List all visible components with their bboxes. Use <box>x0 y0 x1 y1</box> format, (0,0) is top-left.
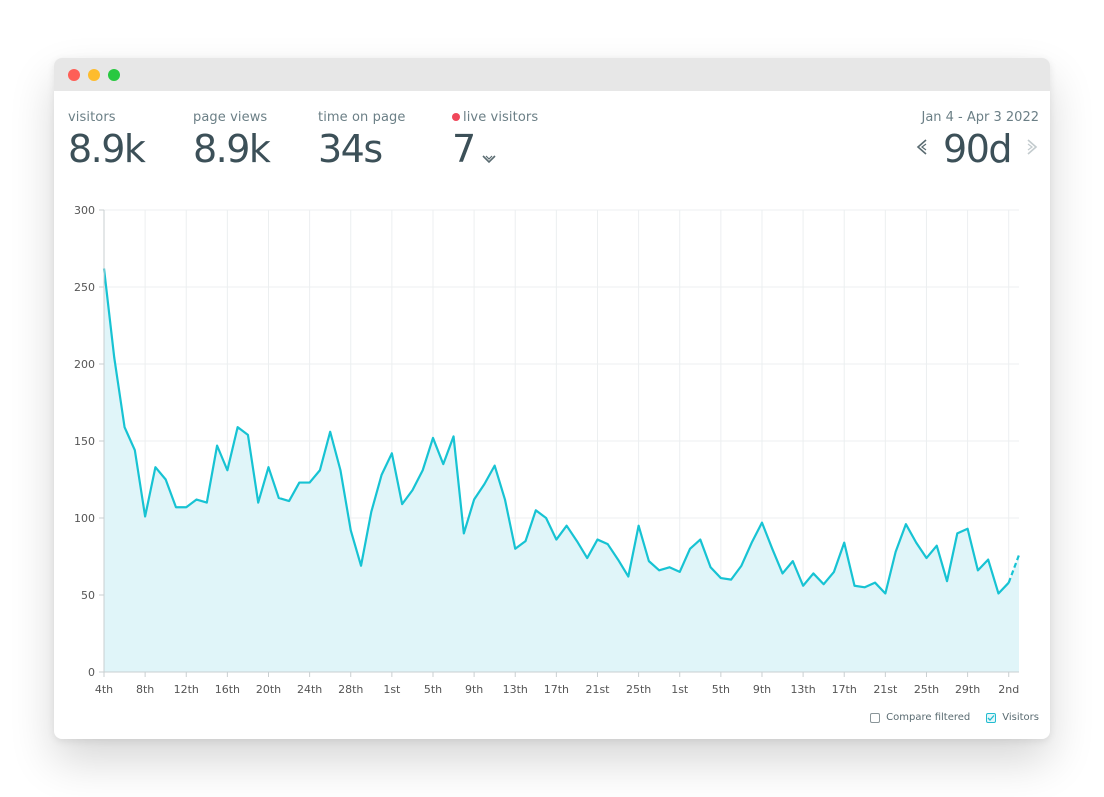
x-tick-label: 28th <box>338 683 363 696</box>
y-tick-label: 250 <box>74 281 95 294</box>
y-tick-label: 150 <box>74 435 95 448</box>
x-tick-label: 25th <box>626 683 651 696</box>
stat-live-visitors-value: 7 <box>452 127 476 171</box>
stat-page-views-value: 8.9k <box>193 127 271 171</box>
minimize-window-button[interactable] <box>88 69 100 81</box>
chart-area-layer <box>102 268 1021 672</box>
x-tick-label: 12th <box>174 683 199 696</box>
y-tick-label: 200 <box>74 358 95 371</box>
stat-page-views-label: page views <box>193 110 268 125</box>
maximize-window-button[interactable] <box>108 69 120 81</box>
x-tick-label: 20th <box>256 683 281 696</box>
stat-live-visitors[interactable]: live visitors 7 <box>452 110 538 174</box>
legend-compare-filtered-label: Compare filtered <box>886 712 971 723</box>
date-range-label: Jan 4 - Apr 3 2022 <box>921 110 1039 125</box>
visitors-area-fill <box>104 268 1019 672</box>
stat-visitors[interactable]: visitors 8.9k <box>68 110 146 171</box>
x-tick-label: 8th <box>136 683 154 696</box>
x-tick-label: 9th <box>753 683 771 696</box>
y-tick-label: 50 <box>81 589 95 602</box>
chevron-left-icon[interactable] <box>915 137 929 161</box>
stat-time-on-page-label: time on page <box>318 110 406 125</box>
stat-time-on-page[interactable]: time on page 34s <box>318 110 406 171</box>
x-tick-label: 17th <box>544 683 569 696</box>
legend-compare-filtered[interactable]: Compare filtered <box>870 712 970 723</box>
visitors-chart[interactable]: 0 50 100 150 200 250 300 4th 8th 12th 16th 20th 24th… <box>54 198 1050 718</box>
stat-live-visitors-label: live visitors <box>463 110 539 125</box>
x-tick-label: 5th <box>712 683 730 696</box>
checkmark-icon <box>987 714 995 721</box>
chart-legend: Compare filtered Visitors <box>854 712 1039 723</box>
stat-time-on-page-value: 34s <box>318 127 383 171</box>
app-window: visitors 8.9k page views 8.9k time on pa… <box>54 58 1050 739</box>
visitors-checkbox[interactable] <box>986 712 997 723</box>
date-range: Jan 4 - Apr 3 2022 90d <box>915 110 1039 171</box>
close-window-button[interactable] <box>68 69 80 81</box>
x-tick-label: 17th <box>832 683 857 696</box>
chevron-down-icon[interactable] <box>481 130 497 174</box>
x-tick-label: 24th <box>297 683 322 696</box>
x-tick-label: 25th <box>914 683 939 696</box>
x-tick-label: 13th <box>790 683 815 696</box>
y-tick-label: 100 <box>74 512 95 525</box>
x-tick-label: 1st <box>383 683 401 696</box>
legend-visitors[interactable]: Visitors <box>986 712 1039 723</box>
y-tick-label: 300 <box>74 204 95 217</box>
y-tick-label: 0 <box>88 666 95 679</box>
x-tick-label: 4th <box>95 683 113 696</box>
stat-live-visitors-row: 7 <box>452 127 538 174</box>
visitors-series-line[interactable] <box>102 268 1010 595</box>
stat-live-visitors-header: live visitors <box>452 110 538 125</box>
stat-visitors-value: 8.9k <box>68 127 146 171</box>
x-tick-label: 13th <box>503 683 528 696</box>
stat-page-views[interactable]: page views 8.9k <box>193 110 271 171</box>
x-tick-label: 29th <box>955 683 980 696</box>
x-tick-label: 5th <box>424 683 442 696</box>
x-tick-label: 2nd <box>998 683 1019 696</box>
legend-visitors-label: Visitors <box>1002 712 1039 723</box>
visitors-series-partial-segment <box>1007 554 1021 584</box>
date-range-row: 90d <box>915 127 1039 171</box>
x-tick-label: 9th <box>465 683 483 696</box>
chevron-right-icon[interactable] <box>1025 137 1039 161</box>
live-indicator-icon <box>452 113 460 121</box>
date-range-value[interactable]: 90d <box>943 127 1012 171</box>
stat-visitors-label: visitors <box>68 110 116 125</box>
x-tick-label: 1st <box>671 683 689 696</box>
x-tick-label: 21st <box>585 683 610 696</box>
compare-filtered-checkbox[interactable] <box>870 712 881 723</box>
x-tick-label: 16th <box>215 683 240 696</box>
chart-axes: 0 50 100 150 200 250 300 4th 8th 12th 16th 20th 24th… <box>74 204 1019 696</box>
x-tick-label: 21st <box>873 683 898 696</box>
window-titlebar <box>54 58 1050 91</box>
